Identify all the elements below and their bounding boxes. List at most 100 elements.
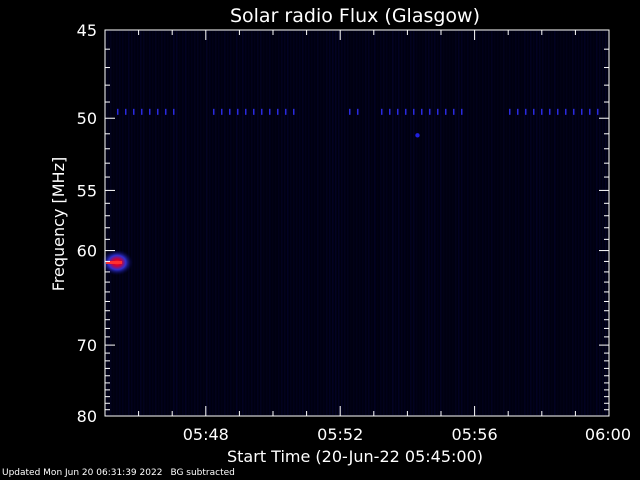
texture-streak bbox=[341, 31, 343, 415]
texture-streak bbox=[596, 31, 598, 415]
faint-hotspot bbox=[415, 133, 420, 138]
texture-streak bbox=[569, 31, 571, 415]
texture-streak bbox=[197, 31, 199, 415]
texture-streak bbox=[320, 31, 322, 415]
texture-streak bbox=[386, 31, 388, 415]
texture-streak bbox=[602, 31, 604, 415]
texture-streak bbox=[461, 31, 463, 415]
texture-streak bbox=[401, 31, 403, 415]
texture-streak bbox=[122, 31, 124, 415]
texture-streak bbox=[398, 31, 400, 415]
texture-streak bbox=[536, 31, 538, 415]
texture-streak bbox=[455, 31, 457, 415]
texture-streak bbox=[575, 31, 577, 415]
texture-streak bbox=[293, 31, 295, 415]
texture-streak bbox=[371, 31, 373, 415]
texture-streak bbox=[515, 31, 517, 415]
texture-streak bbox=[107, 31, 109, 415]
texture-streak bbox=[443, 31, 445, 415]
texture-streak bbox=[431, 31, 433, 415]
texture-streak bbox=[467, 31, 469, 415]
interference-dash bbox=[125, 108, 127, 115]
texture-streak bbox=[323, 31, 325, 415]
interference-dash bbox=[293, 108, 295, 115]
interference-dash bbox=[437, 108, 439, 115]
interference-dash bbox=[221, 108, 223, 115]
interference-dash bbox=[165, 108, 167, 115]
texture-streak bbox=[377, 31, 379, 415]
texture-streak bbox=[329, 31, 331, 415]
texture-streak bbox=[173, 31, 175, 415]
texture-streak bbox=[404, 31, 406, 415]
texture-streak bbox=[170, 31, 172, 415]
texture-streak bbox=[368, 31, 370, 415]
texture-streak bbox=[419, 31, 421, 415]
texture-streak bbox=[407, 31, 409, 415]
texture-streak bbox=[239, 31, 241, 415]
texture-streak bbox=[311, 31, 313, 415]
y-tick-label: 80 bbox=[77, 407, 97, 426]
texture-streak bbox=[518, 31, 520, 415]
texture-streak bbox=[491, 31, 493, 415]
texture-streak bbox=[413, 31, 415, 415]
texture-streak bbox=[578, 31, 580, 415]
texture-streak bbox=[410, 31, 412, 415]
texture-streak bbox=[263, 31, 265, 415]
interference-dash bbox=[117, 108, 119, 115]
interference-dash bbox=[397, 108, 399, 115]
texture-streak bbox=[176, 31, 178, 415]
texture-streak bbox=[551, 31, 553, 415]
updated-timestamp: Updated Mon Jun 20 06:31:39 2022 bbox=[2, 468, 163, 478]
texture-streak bbox=[146, 31, 148, 415]
texture-streak bbox=[287, 31, 289, 415]
texture-streak bbox=[458, 31, 460, 415]
texture-streak bbox=[266, 31, 268, 415]
axis-ticks: 45 50 55 60 70 80 05:48 05:52 05:56 06:00 bbox=[77, 21, 631, 444]
interference-dash bbox=[349, 108, 351, 115]
texture-streak bbox=[281, 31, 283, 415]
texture-streak bbox=[416, 31, 418, 415]
texture-streak bbox=[152, 31, 154, 415]
texture-streak bbox=[155, 31, 157, 415]
interference-dash bbox=[381, 108, 383, 115]
texture-streak bbox=[194, 31, 196, 415]
texture-streak bbox=[332, 31, 334, 415]
y-tick-label: 55 bbox=[77, 181, 97, 200]
texture-streak bbox=[548, 31, 550, 415]
y-tick-label: 50 bbox=[77, 109, 97, 128]
texture-streak bbox=[521, 31, 523, 415]
texture-streak bbox=[167, 31, 169, 415]
spectrum-texture bbox=[107, 31, 607, 415]
texture-streak bbox=[374, 31, 376, 415]
texture-streak bbox=[485, 31, 487, 415]
texture-streak bbox=[164, 31, 166, 415]
texture-streak bbox=[494, 31, 496, 415]
texture-streak bbox=[593, 31, 595, 415]
texture-streak bbox=[524, 31, 526, 415]
y-tick-label: 45 bbox=[77, 21, 97, 40]
texture-streak bbox=[509, 31, 511, 415]
texture-streak bbox=[248, 31, 250, 415]
interference-dash bbox=[253, 108, 255, 115]
texture-streak bbox=[380, 31, 382, 415]
texture-streak bbox=[425, 31, 427, 415]
interference-dash bbox=[525, 108, 527, 115]
interference-dash bbox=[229, 108, 231, 115]
texture-streak bbox=[545, 31, 547, 415]
interference-dash bbox=[245, 108, 247, 115]
y-axis-label: Frequency [MHz] bbox=[49, 157, 68, 291]
texture-streak bbox=[338, 31, 340, 415]
texture-streak bbox=[269, 31, 271, 415]
texture-streak bbox=[218, 31, 220, 415]
texture-streak bbox=[344, 31, 346, 415]
interference-dash bbox=[549, 108, 551, 115]
interference-dash bbox=[413, 108, 415, 115]
texture-streak bbox=[143, 31, 145, 415]
texture-streak bbox=[305, 31, 307, 415]
interference-dash bbox=[157, 108, 159, 115]
texture-streak bbox=[191, 31, 193, 415]
texture-streak bbox=[392, 31, 394, 415]
interference-dash bbox=[453, 108, 455, 115]
texture-streak bbox=[479, 31, 481, 415]
